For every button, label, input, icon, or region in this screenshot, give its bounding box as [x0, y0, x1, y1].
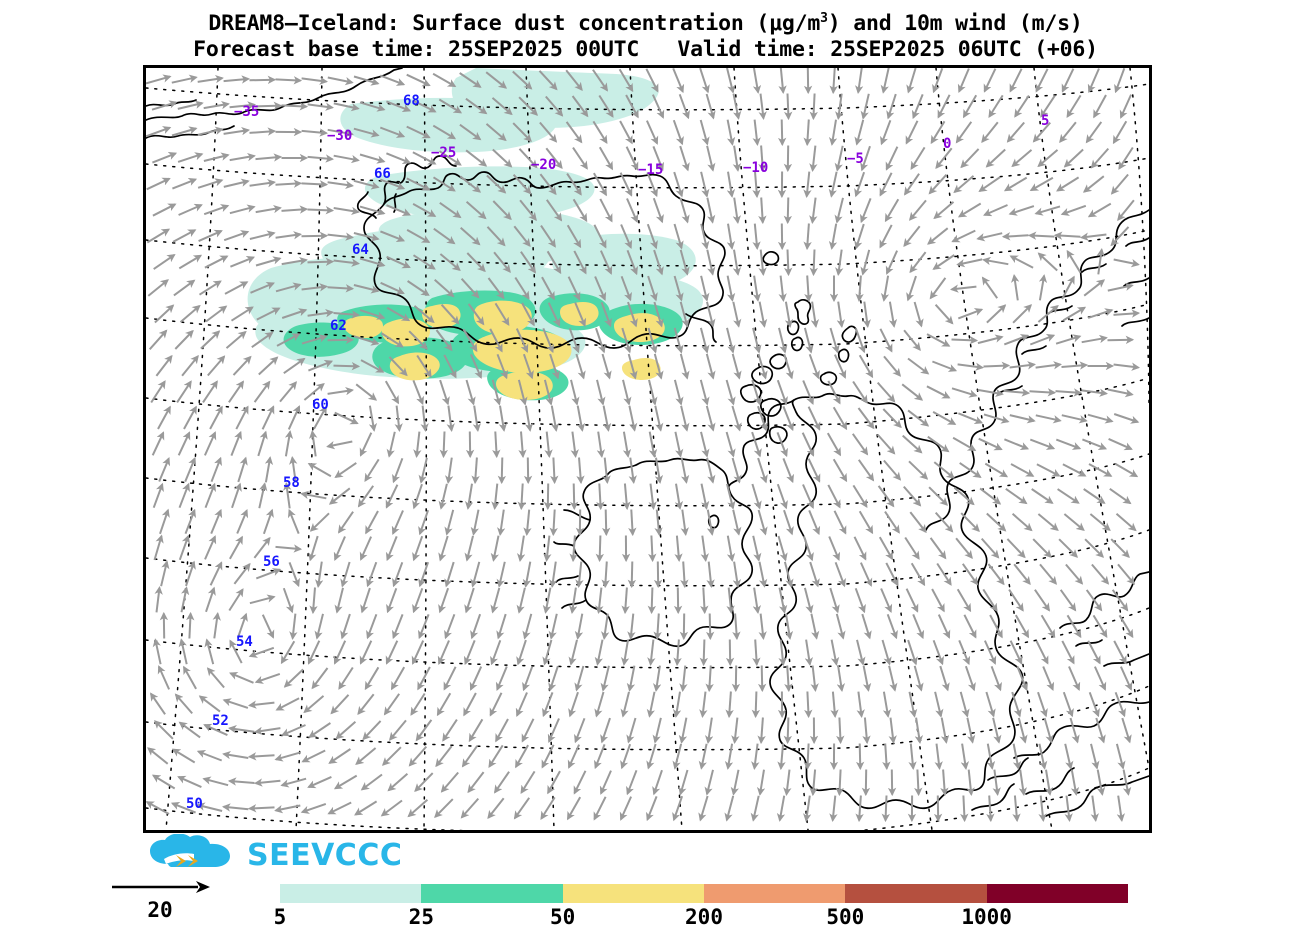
wind-arrow — [963, 796, 964, 821]
longitude-label-−10: −10 — [743, 160, 768, 176]
colorbar-segment-3[interactable] — [704, 884, 845, 903]
colorbar-segment-4[interactable] — [845, 884, 986, 903]
wind-arrow — [495, 432, 496, 457]
wind-arrow — [276, 79, 301, 80]
latitude-label-68: 68 — [403, 93, 420, 109]
seevccc-logo-text: SEEVCCC — [247, 838, 402, 873]
title-line-1-post: ) and 10m wind (m/s) — [828, 11, 1083, 36]
wind-arrow — [788, 94, 789, 119]
cloud-icon — [150, 834, 230, 867]
wind-arrow — [860, 744, 861, 769]
colorbar-segment-1[interactable] — [421, 884, 562, 903]
wind-arrow — [952, 340, 977, 341]
latitude-label-58: 58 — [283, 475, 300, 491]
wind-arrow — [574, 484, 575, 509]
colorbar-segment-0[interactable] — [280, 884, 421, 903]
latitude-label-62: 62 — [330, 318, 347, 334]
colorbar-label-2: 50 — [550, 905, 575, 929]
title-line-1-superscript: 3 — [820, 11, 828, 26]
wind-scale-value: 20 — [110, 898, 210, 922]
wind-arrow — [762, 666, 763, 691]
wind-arrow — [600, 536, 601, 561]
wind-arrow — [839, 718, 840, 743]
wind-arrow — [308, 262, 333, 263]
wind-arrow — [250, 80, 275, 81]
wind-arrow — [334, 366, 359, 367]
title-line-1: DREAM8—Iceland: Surface dust concentrati… — [0, 6, 1291, 37]
colorbar-label-1: 25 — [409, 905, 434, 929]
wind-arrow — [1108, 340, 1133, 341]
colorbar-label-0: 5 — [274, 905, 287, 929]
longitude-label-−5: −5 — [847, 151, 864, 167]
wind-arrow — [917, 770, 918, 795]
longitude-label-−15: −15 — [638, 162, 663, 178]
wind-arrow — [788, 250, 789, 275]
longitude-label-−30: −30 — [327, 128, 352, 144]
wind-arrow — [756, 692, 757, 717]
wind-arrow — [553, 458, 554, 483]
latitude-label-60: 60 — [312, 397, 329, 413]
wind-arrow — [1004, 235, 1029, 236]
wind-arrow — [250, 807, 275, 808]
title-line-1-pre: DREAM8—Iceland: Surface dust concentrati… — [208, 11, 820, 36]
wind-arrow — [886, 796, 887, 821]
colorbar-label-5: 1000 — [961, 905, 1012, 929]
wind-arrow — [984, 366, 1009, 367]
title-block: DREAM8—Iceland: Surface dust concentrati… — [0, 6, 1291, 63]
latitude-label-52: 52 — [212, 713, 229, 729]
latitude-label-50: 50 — [186, 796, 203, 812]
longitude-label-−20: −20 — [531, 157, 556, 173]
wind-arrow — [807, 744, 808, 769]
wind-arrow — [444, 432, 445, 457]
wind-arrow — [632, 562, 633, 587]
wind-arrow — [189, 614, 190, 639]
wind-arrow — [703, 588, 704, 613]
wind-arrow — [788, 198, 789, 223]
wind-arrow — [1030, 391, 1055, 392]
wind-arrow — [276, 183, 301, 184]
dust-colorbar[interactable] — [280, 884, 1128, 903]
latitude-label-54: 54 — [236, 634, 253, 650]
wind-arrow — [631, 510, 632, 535]
wind-arrow — [599, 484, 600, 509]
wind-arrow — [710, 614, 711, 639]
wind-arrow — [328, 287, 353, 288]
longitude-label-0: 0 — [943, 136, 951, 152]
longitude-label-5: 5 — [1041, 113, 1049, 129]
latitude-label-66: 66 — [374, 166, 391, 182]
latitude-label-56: 56 — [263, 554, 280, 570]
wind-scale-legend: 20 — [110, 878, 230, 922]
wind-arrow — [813, 94, 814, 119]
wind-arrow — [782, 120, 783, 145]
wind-arrow — [704, 640, 705, 665]
colorbar-segment-5[interactable] — [987, 884, 1128, 903]
wind-arrow — [651, 536, 652, 561]
colorbar-segment-2[interactable] — [563, 884, 704, 903]
longitude-label-−25: −25 — [431, 145, 456, 161]
wind-arrow — [807, 692, 808, 717]
wind-arrow — [606, 510, 607, 535]
colorbar-label-4: 500 — [826, 905, 864, 929]
wind-arrow — [1030, 235, 1055, 236]
wind-arrow — [302, 236, 327, 237]
wind-scale-arrow-icon — [110, 878, 230, 900]
wind-arrow — [788, 718, 789, 743]
wind-arrow — [502, 458, 503, 483]
wind-arrow — [282, 105, 307, 106]
wind-arrow — [302, 183, 327, 184]
wind-arrow — [308, 210, 333, 211]
colorbar-label-3: 200 — [685, 905, 723, 929]
wind-arrow — [652, 588, 653, 613]
longitude-label-−35: −35 — [234, 104, 259, 120]
wind-arrow — [839, 770, 840, 795]
wind-arrow — [814, 250, 815, 275]
latitude-label-64: 64 — [352, 242, 369, 258]
title-line-2: Forecast base time: 25SEP2025 00UTC Vali… — [0, 37, 1291, 63]
wind-arrow — [521, 484, 522, 509]
wind-arrow — [553, 510, 554, 535]
